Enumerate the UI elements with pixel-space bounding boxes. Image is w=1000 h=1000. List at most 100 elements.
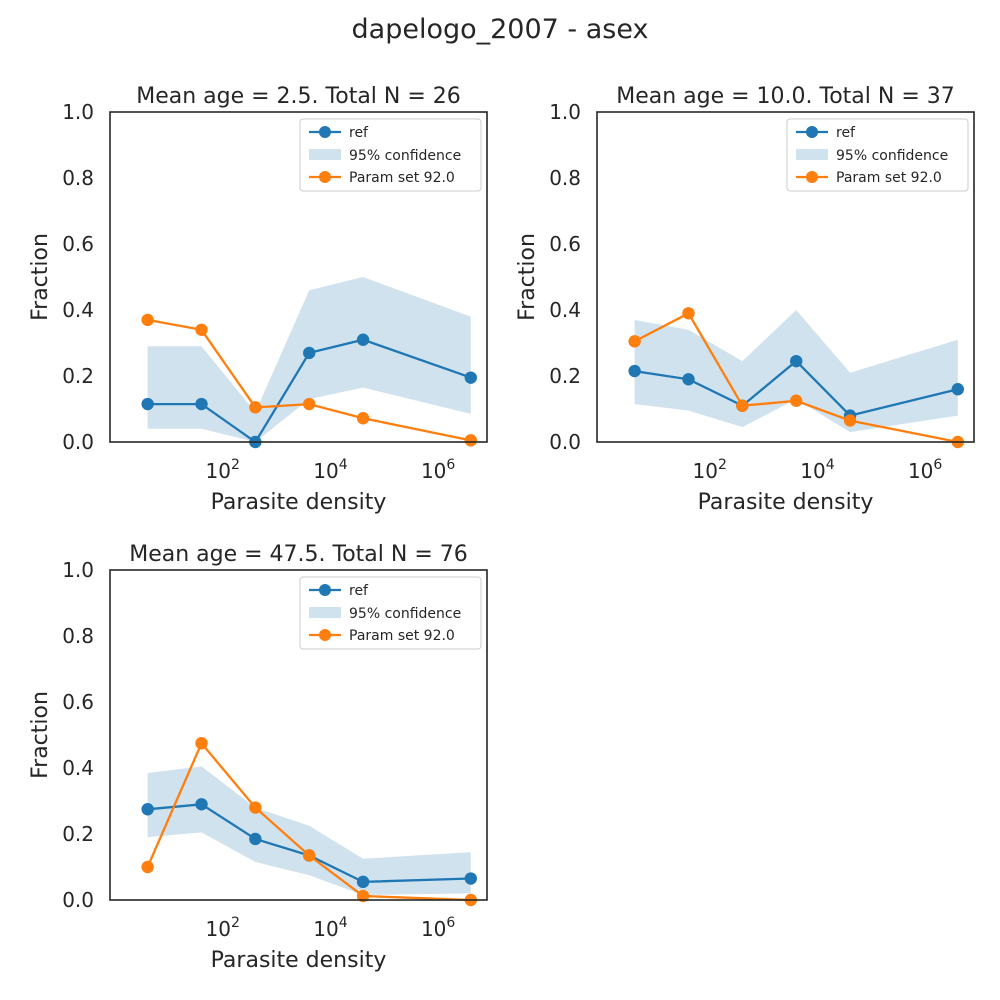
param-point	[628, 335, 641, 348]
x-tick-label: 104	[800, 457, 834, 483]
param-point	[790, 394, 803, 407]
ref-point	[464, 872, 477, 885]
legend-band-label: 95% confidence	[836, 148, 948, 164]
legend-param-label: Param set 92.0	[349, 170, 455, 186]
x-tick-label: 104	[313, 457, 347, 483]
param-point	[141, 313, 154, 327]
y-axis-label: Fraction	[515, 233, 540, 321]
panel-title: Mean age = 10.0. Total N = 37	[616, 84, 955, 109]
legend-param-label: Param set 92.0	[349, 628, 455, 644]
x-axis-label: Parasite density	[211, 490, 387, 515]
ref-point	[628, 364, 641, 378]
x-tick-label: 106	[908, 457, 942, 483]
y-tick-label: 0.8	[62, 624, 94, 648]
y-tick-label: 0.4	[549, 298, 581, 322]
y-tick-label: 1.0	[549, 100, 581, 124]
ref-point	[464, 371, 477, 384]
param-point	[356, 412, 370, 425]
param-point	[303, 849, 316, 862]
legend-param-marker	[319, 629, 331, 641]
x-tick-label: 104	[313, 915, 347, 941]
ref-point	[356, 875, 370, 889]
ref-point	[141, 803, 154, 816]
ref-point	[195, 397, 208, 411]
x-tick-label: 102	[693, 457, 727, 483]
confidence-band	[634, 310, 958, 433]
legend-ref-label: ref	[349, 583, 369, 599]
param-point	[141, 860, 154, 874]
param-line	[147, 318, 472, 442]
y-tick-label: 1.0	[62, 558, 94, 582]
panel-title: Mean age = 2.5. Total N = 26	[136, 84, 461, 109]
x-axis-label: Parasite density	[211, 948, 387, 973]
confidence-band	[147, 277, 471, 442]
ref-line	[634, 359, 959, 417]
y-tick-label: 0.0	[62, 430, 94, 454]
x-axis-label: Parasite density	[698, 490, 874, 515]
y-tick-label: 0.8	[62, 166, 94, 190]
param-point	[843, 414, 857, 427]
legend-ref-label: ref	[349, 125, 369, 141]
ref-point	[303, 346, 316, 360]
y-tick-label: 0.2	[549, 364, 581, 388]
y-tick-label: 0.0	[549, 430, 581, 454]
x-tick-label: 106	[421, 915, 455, 941]
legend-band-swatch	[309, 149, 341, 160]
param-point	[249, 801, 262, 814]
param-point	[682, 307, 695, 320]
param-point	[195, 737, 208, 750]
legend-band-swatch	[796, 149, 828, 160]
y-axis-label: Fraction	[28, 233, 53, 321]
y-tick-label: 0.6	[62, 232, 94, 256]
legend: ref 95% confidence Param set 92.0	[299, 118, 482, 192]
figure-title: dapelogo_2007 - asex	[351, 14, 649, 45]
plot-frame	[109, 569, 488, 901]
ref-point	[195, 798, 208, 811]
chart-panel-3: 0.0 0.2 0.4 0.6 0.8 1.0 102 104 106 Parasite dens…	[28, 542, 488, 973]
y-tick-label: 0.6	[62, 690, 94, 714]
x-tick-label: 102	[206, 457, 240, 483]
legend-box	[786, 118, 969, 192]
legend-ref-marker	[319, 126, 331, 138]
ref-line	[147, 338, 472, 444]
plot-frame	[596, 111, 975, 443]
y-axis-label: Fraction	[28, 691, 53, 779]
legend-ref-label: ref	[836, 125, 856, 141]
ref-point	[682, 373, 695, 386]
y-tick-label: 0.2	[62, 822, 94, 846]
y-tick-label: 0.4	[62, 298, 94, 322]
param-point	[736, 399, 749, 412]
param-point	[464, 434, 477, 447]
legend-box	[299, 118, 482, 192]
y-tick-label: 0.6	[549, 232, 581, 256]
param-line	[146, 741, 471, 902]
x-tick-label: 106	[421, 457, 455, 483]
legend: ref 95% confidence Param set 92.0	[786, 118, 969, 192]
legend-param-marker	[806, 171, 818, 183]
legend-param-marker	[319, 171, 331, 183]
ref-point	[249, 832, 262, 846]
confidence-band	[147, 766, 471, 895]
ref-line	[147, 803, 471, 884]
legend-band-swatch	[309, 607, 341, 618]
panel-title: Mean age = 47.5. Total N = 76	[129, 542, 468, 567]
y-tick-label: 0.0	[62, 888, 94, 912]
ref-point	[356, 333, 370, 346]
y-tick-label: 0.2	[62, 364, 94, 388]
legend-param-label: Param set 92.0	[836, 170, 942, 186]
y-tick-label: 0.4	[62, 756, 94, 780]
ref-point	[790, 354, 803, 368]
legend-ref-marker	[319, 584, 331, 596]
ref-point	[141, 397, 154, 411]
param-point	[195, 323, 208, 336]
param-point	[249, 401, 262, 414]
chart-panel-2: 0.0 0.2 0.4 0.6 0.8 1.0 102 104 106 Parasite dens…	[515, 84, 975, 515]
legend-box	[299, 576, 482, 650]
y-tick-label: 0.8	[549, 166, 581, 190]
legend: ref 95% confidence Param set 92.0	[299, 576, 482, 650]
chart-panel-1: 0.0 0.2 0.4 0.6 0.8 1.0 102 104 106 Parasite dens…	[28, 84, 488, 515]
legend-band-label: 95% confidence	[349, 606, 461, 622]
ref-point	[951, 383, 964, 396]
y-tick-label: 1.0	[62, 100, 94, 124]
